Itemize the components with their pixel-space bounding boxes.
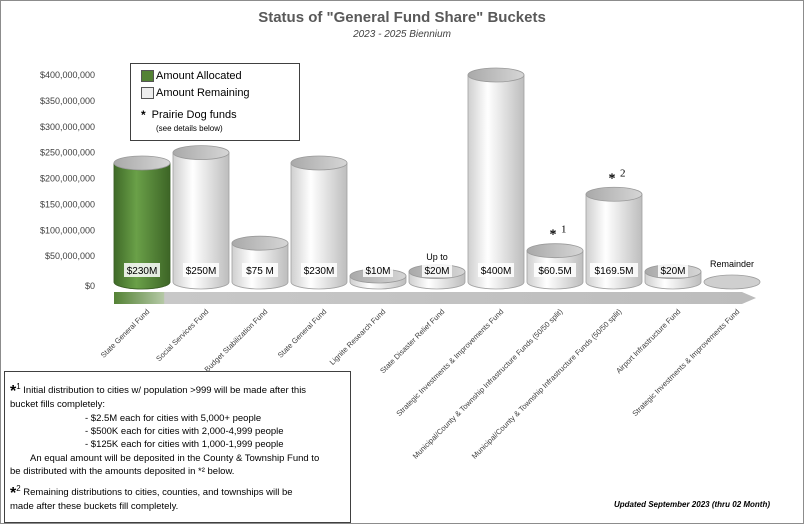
bar-remaining xyxy=(172,152,230,290)
legend-item-star: * Prairie Dog funds xyxy=(141,108,237,122)
y-tick-label: $400,000,000 xyxy=(40,70,95,80)
note2-line1: *2 Remaining distributions to cities, co… xyxy=(10,484,293,503)
bar-top-cap xyxy=(290,155,348,171)
legend-item-remaining: Amount Remaining xyxy=(141,87,250,99)
value-label-bg xyxy=(590,263,638,277)
note1-line3: An equal amount will be deposited in the… xyxy=(30,453,320,464)
star-icon: * xyxy=(550,228,557,243)
note1-item2: - $500K each for cities with 2,000-4,999… xyxy=(85,426,284,437)
bar-top-cap xyxy=(172,145,230,161)
value-label-bg xyxy=(478,263,514,277)
value-label: $60.5M xyxy=(538,266,571,277)
note1-item3: - $125K each for cities with 1,000-1,999… xyxy=(85,439,284,450)
value-label: $10M xyxy=(365,266,390,277)
remaining-swatch xyxy=(141,87,154,99)
y-tick-label: $50,000,000 xyxy=(45,251,95,261)
x-tick-label: Strategic Investments & Improvements Fun… xyxy=(394,307,505,418)
y-tick-label: $350,000,000 xyxy=(40,96,95,106)
allocated-swatch xyxy=(141,70,154,82)
value-label-bg xyxy=(534,263,576,277)
value-label-bg xyxy=(658,263,688,277)
star-icon: * xyxy=(609,171,616,186)
legend-item-allocated: Amount Allocated xyxy=(141,70,242,82)
note1-line4: be distributed with the amounts deposite… xyxy=(10,466,235,477)
bar-top-cap xyxy=(585,186,643,202)
bar-top-cap xyxy=(526,243,584,259)
star-icon: * xyxy=(141,108,146,122)
bar-remainder xyxy=(703,274,761,290)
y-tick-label: $200,000,000 xyxy=(40,174,95,184)
footnotes-box: *1 Initial distribution to cities w/ pop… xyxy=(4,371,351,523)
value-label: $230M xyxy=(304,266,335,277)
annotation-label: Remainder xyxy=(710,259,754,269)
value-label: $169.5M xyxy=(595,266,634,277)
value-label-bg xyxy=(301,263,337,277)
value-label: $400M xyxy=(481,266,512,277)
x-tick-label: State General Fund xyxy=(99,307,152,360)
y-tick-label: $150,000,000 xyxy=(40,199,95,209)
y-tick-label: $100,000,000 xyxy=(40,225,95,235)
legend-star-label: Prairie Dog funds xyxy=(151,109,237,121)
star-icon: * xyxy=(10,383,17,401)
value-label-bg xyxy=(242,263,278,277)
value-label-bg xyxy=(183,263,219,277)
value-label: $20M xyxy=(660,266,685,277)
annotation-label: Up to xyxy=(426,252,448,262)
progress-arrow-fill xyxy=(114,292,165,304)
updated-note: Updated September 2023 (thru 02 Month) xyxy=(614,500,771,509)
note1-sup: 1 xyxy=(16,382,21,391)
value-label: $230M xyxy=(127,266,158,277)
value-label: $75 M xyxy=(246,266,274,277)
legend-star-sublabel: (see details below) xyxy=(156,124,223,133)
x-tick-label: Lignite Research Fund xyxy=(328,307,388,367)
note1-line2: bucket fills completely: xyxy=(10,399,106,410)
value-label-bg xyxy=(124,263,160,277)
star-icon: * xyxy=(10,485,17,503)
note2-sup: 2 xyxy=(16,484,21,493)
bar-top-cap xyxy=(467,67,525,83)
legend-allocated-label: Amount Allocated xyxy=(156,70,242,82)
y-tick-label: $300,000,000 xyxy=(40,122,95,132)
x-tick-label: Strategic Investments & Improvements Fun… xyxy=(630,307,741,418)
bar-top-cap xyxy=(113,155,171,171)
progress-arrow xyxy=(114,292,756,304)
bar-remaining xyxy=(467,74,525,290)
value-label: $20M xyxy=(424,266,449,277)
x-tick-label: Airport Infrastructure Fund xyxy=(614,307,682,375)
value-label: $250M xyxy=(186,266,217,277)
note1-line1: *1 Initial distribution to cities w/ pop… xyxy=(10,382,306,401)
note2-line2: made after these buckets fill completely… xyxy=(10,501,179,512)
y-tick-label: $0 xyxy=(85,281,95,291)
value-label-bg xyxy=(422,263,452,277)
chart-legend: Amount Allocated Amount Remaining * Prai… xyxy=(130,63,300,141)
chart-subtitle: 2023 - 2025 Biennium xyxy=(353,29,451,40)
bar-remaining xyxy=(290,162,348,290)
chart-title: Status of "General Fund Share" Buckets xyxy=(258,9,546,26)
note2-text1: Remaining distributions to cities, count… xyxy=(23,487,293,499)
value-label-bg xyxy=(363,263,393,277)
legend-remaining-label: Amount Remaining xyxy=(156,87,250,99)
note1-text1: Initial distribution to cities w/ popula… xyxy=(23,385,307,397)
note1-item1: - $2.5M each for cities with 5,000+ peop… xyxy=(85,413,262,424)
bar-top-cap xyxy=(231,235,289,251)
footnote-ref: 1 xyxy=(561,224,567,236)
x-tick-label: Social Services Fund xyxy=(154,307,210,363)
y-tick-label: $250,000,000 xyxy=(40,148,95,158)
x-tick-label: State General Fund xyxy=(276,307,329,360)
x-tick-label: State Disaster Relief Fund xyxy=(378,307,446,375)
x-tick-label: Budget Stabilization Fund xyxy=(203,307,270,374)
footnote-ref: 2 xyxy=(620,167,626,179)
